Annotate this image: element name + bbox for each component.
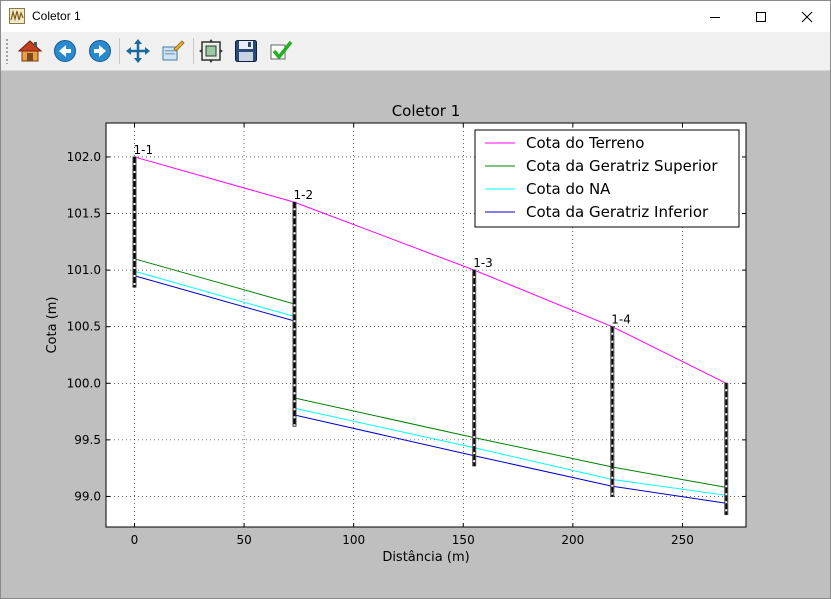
x-axis-label: Distância (m) bbox=[382, 550, 469, 565]
manhole-label: 1-2 bbox=[293, 188, 313, 202]
toolbar-separator bbox=[193, 38, 194, 64]
y-tick-label: 99.5 bbox=[74, 433, 101, 447]
manhole-label: 1-4 bbox=[611, 313, 631, 327]
pan-move-icon bbox=[126, 39, 150, 63]
y-tick-label: 99.0 bbox=[74, 489, 101, 503]
manhole-label: 1-1 bbox=[133, 143, 153, 157]
x-tick-label: 0 bbox=[131, 533, 139, 547]
series-line-cota-da-geratriz-superior[interactable] bbox=[134, 258, 727, 488]
edit-parameters-button[interactable] bbox=[265, 35, 297, 67]
plot-figure[interactable]: 0 50 100 150 200 250 99.0 99.5 100.0 100.5 101.0 10… bbox=[1, 71, 830, 598]
axis-ticks: 0 50 100 150 200 250 99.0 99.5 100.0 100.5 101.0 10… bbox=[67, 123, 746, 547]
legend-entry-label: Cota do Terreno bbox=[526, 134, 644, 152]
zoom-button[interactable] bbox=[157, 35, 189, 67]
figure-canvas[interactable]: 0 50 100 150 200 250 99.0 99.5 100.0 100.5 101.0 10… bbox=[1, 71, 830, 598]
maximize-icon bbox=[756, 11, 766, 22]
forward-arrow-icon bbox=[89, 40, 111, 62]
zoom-rectangle-icon bbox=[162, 40, 185, 61]
title-bar[interactable]: Coletor 1 bbox=[1, 1, 830, 32]
forward-button[interactable] bbox=[84, 35, 116, 67]
plot-frame bbox=[105, 122, 747, 528]
legend-entry-label: Cota do NA bbox=[526, 180, 611, 198]
navigation-toolbar bbox=[1, 32, 830, 71]
maximize-button[interactable] bbox=[738, 1, 784, 32]
save-disk-icon bbox=[235, 40, 257, 62]
manhole-label: 1-3 bbox=[473, 256, 493, 270]
subplots-icon bbox=[199, 39, 223, 63]
y-tick-label: 100.0 bbox=[67, 376, 101, 390]
toolbar-grip[interactable] bbox=[5, 38, 9, 64]
back-arrow-icon bbox=[54, 40, 76, 62]
grid-lines bbox=[106, 123, 746, 527]
manhole-markers: 1-1 1-2 1-3 1-4 bbox=[132, 143, 729, 516]
legend: Cota do Terreno Cota da Geratriz Superior… bbox=[474, 129, 740, 228]
home-button[interactable] bbox=[14, 35, 46, 67]
chart-title: Coletor 1 bbox=[392, 102, 461, 120]
x-tick-label: 150 bbox=[452, 533, 475, 547]
legend-box bbox=[474, 129, 740, 228]
legend-entry-label: Cota da Geratriz Superior bbox=[526, 157, 718, 175]
minimize-icon bbox=[710, 16, 720, 18]
x-tick-label: 100 bbox=[342, 533, 365, 547]
y-tick-label: 100.5 bbox=[67, 320, 101, 334]
y-tick-label: 101.5 bbox=[67, 207, 101, 221]
x-tick-label: 250 bbox=[671, 533, 694, 547]
y-tick-label: 102.0 bbox=[67, 150, 101, 164]
window-title: Coletor 1 bbox=[32, 9, 81, 23]
x-tick-label: 200 bbox=[561, 533, 584, 547]
legend-entry-label: Cota da Geratriz Inferior bbox=[526, 203, 709, 221]
minimize-button[interactable] bbox=[692, 1, 738, 32]
close-button[interactable] bbox=[784, 1, 830, 32]
configure-subplots-button[interactable] bbox=[195, 35, 227, 67]
back-button[interactable] bbox=[49, 35, 81, 67]
save-button[interactable] bbox=[230, 35, 262, 67]
close-icon bbox=[801, 11, 813, 22]
series-line-cota-da-geratriz-inferior[interactable] bbox=[134, 275, 727, 504]
y-axis-label: Cota (m) bbox=[45, 296, 60, 353]
chart-app-icon bbox=[9, 8, 25, 24]
home-icon bbox=[18, 40, 42, 62]
series-line-cota-do-na[interactable] bbox=[134, 270, 727, 496]
y-tick-label: 101.0 bbox=[67, 263, 101, 277]
checkmark-icon bbox=[270, 40, 293, 60]
pan-button[interactable] bbox=[122, 35, 154, 67]
toolbar-separator bbox=[119, 38, 120, 64]
x-tick-label: 50 bbox=[236, 533, 251, 547]
